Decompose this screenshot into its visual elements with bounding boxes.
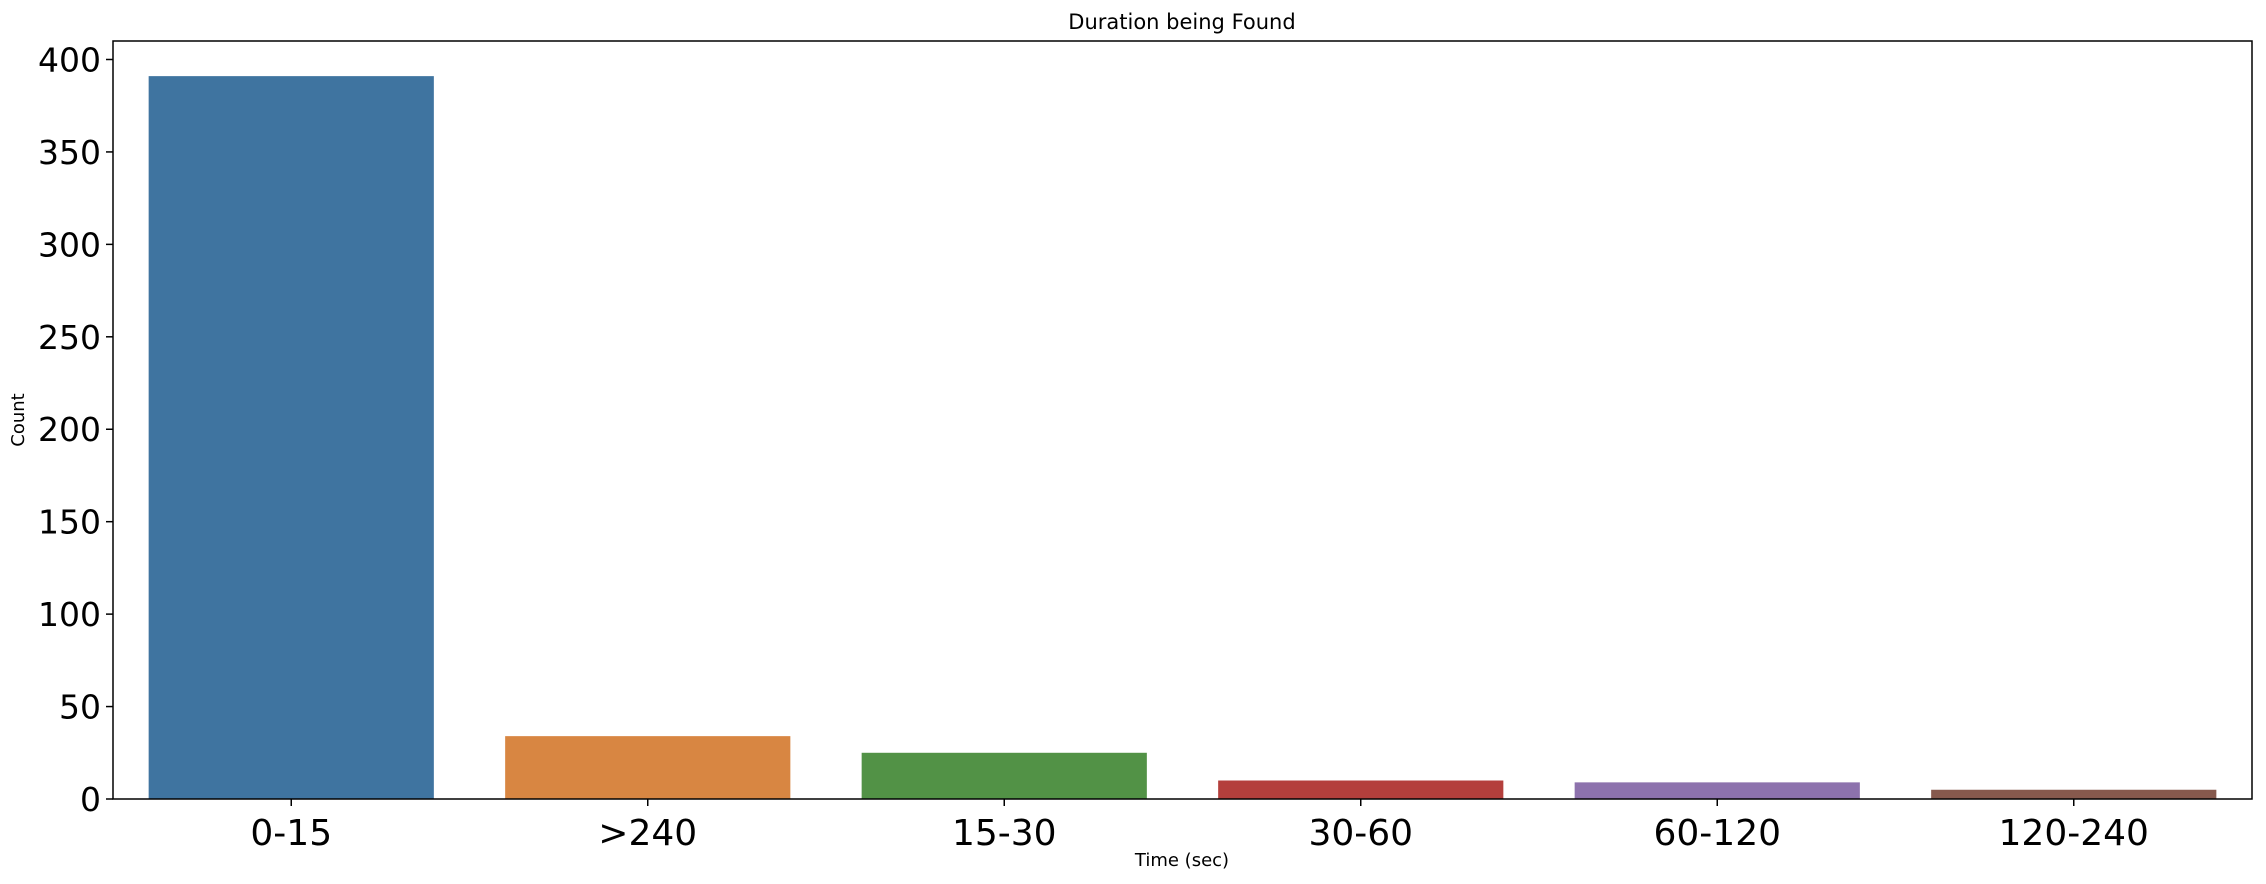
bar-5 [1931, 789, 2217, 799]
chart-title: Duration being Found [1068, 10, 1295, 34]
bars [148, 76, 2217, 799]
y-tick-label: 400 [38, 40, 101, 79]
x-tick-label: 30-60 [1308, 813, 1413, 854]
x-tick-label: 15-30 [952, 813, 1057, 854]
x-axis-label: Time (sec) [1134, 850, 1229, 871]
y-tick-label: 250 [38, 318, 101, 357]
y-tick-label: 50 [59, 688, 101, 727]
y-tick-label: 0 [80, 780, 101, 819]
y-tick-label: 100 [38, 595, 101, 634]
bar-4 [1574, 782, 1860, 799]
bar-3 [1218, 780, 1504, 799]
x-tick-label: 120-240 [1999, 813, 2149, 854]
bar-2 [861, 752, 1147, 799]
x-tick-label: 60-120 [1653, 813, 1781, 854]
y-tick-label: 150 [38, 503, 101, 542]
y-axis-label: Count [8, 393, 29, 446]
bar-1 [505, 736, 791, 799]
plot-area-frame [112, 40, 2253, 800]
y-tick-label: 300 [38, 225, 101, 264]
x-tick-label: 0-15 [250, 813, 332, 854]
x-tick-label: >240 [598, 813, 697, 854]
axis-ticks: 0-15 >240 15-30 30-60 60-120 120-240 0 50 100 150… [38, 40, 2149, 854]
y-tick-label: 200 [38, 410, 101, 449]
bar-0 [148, 76, 434, 799]
y-tick-label: 350 [38, 133, 101, 172]
